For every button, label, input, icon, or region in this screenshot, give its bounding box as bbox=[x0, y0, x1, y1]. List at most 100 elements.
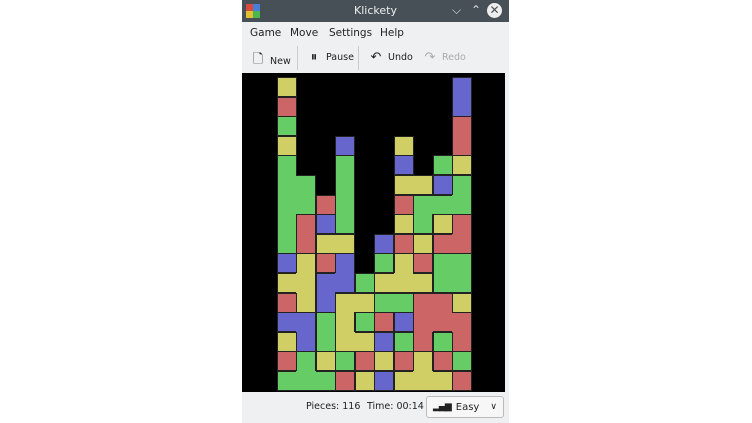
difficulty-select[interactable]: ▂▄▆ Easy ∨ bbox=[426, 396, 504, 418]
new-button[interactable]: 🗋 New bbox=[251, 50, 291, 72]
piece-red[interactable] bbox=[432, 233, 453, 254]
piece-blue[interactable] bbox=[296, 331, 317, 352]
piece-green[interactable] bbox=[432, 331, 453, 352]
piece-green[interactable] bbox=[452, 351, 472, 372]
piece-yellow[interactable] bbox=[413, 175, 434, 196]
piece-green[interactable] bbox=[432, 273, 453, 294]
piece-red[interactable] bbox=[393, 351, 414, 372]
piece-red[interactable] bbox=[393, 194, 414, 215]
piece-red[interactable] bbox=[393, 233, 414, 254]
piece-red[interactable] bbox=[452, 214, 472, 235]
piece-yellow[interactable] bbox=[296, 292, 317, 313]
piece-blue[interactable] bbox=[452, 77, 472, 98]
piece-green[interactable] bbox=[335, 175, 356, 196]
piece-green[interactable] bbox=[335, 214, 356, 235]
piece-green[interactable] bbox=[374, 253, 395, 274]
minimize-icon[interactable]: ⌵ bbox=[452, 3, 462, 17]
piece-red[interactable] bbox=[413, 253, 434, 274]
piece-red[interactable] bbox=[335, 371, 356, 392]
piece-red[interactable] bbox=[296, 214, 317, 235]
piece-red[interactable] bbox=[432, 292, 453, 313]
piece-yellow[interactable] bbox=[374, 351, 395, 372]
piece-blue[interactable] bbox=[315, 214, 336, 235]
piece-yellow[interactable] bbox=[315, 233, 336, 254]
piece-green[interactable] bbox=[354, 312, 375, 333]
piece-yellow[interactable] bbox=[315, 351, 336, 372]
maximize-icon[interactable]: ⌃ bbox=[471, 3, 482, 17]
piece-green[interactable] bbox=[315, 371, 336, 392]
piece-yellow[interactable] bbox=[296, 273, 317, 294]
piece-red[interactable] bbox=[315, 194, 336, 215]
piece-yellow[interactable] bbox=[413, 233, 434, 254]
piece-red[interactable] bbox=[452, 233, 472, 254]
piece-green[interactable] bbox=[374, 292, 395, 313]
piece-red[interactable] bbox=[296, 233, 317, 254]
piece-yellow[interactable] bbox=[432, 371, 453, 392]
piece-yellow[interactable] bbox=[374, 273, 395, 294]
piece-green[interactable] bbox=[277, 194, 297, 215]
piece-green[interactable] bbox=[452, 194, 472, 215]
piece-red[interactable] bbox=[452, 312, 472, 333]
piece-red[interactable] bbox=[315, 253, 336, 274]
piece-green[interactable] bbox=[296, 194, 317, 215]
piece-blue[interactable] bbox=[374, 371, 395, 392]
piece-blue[interactable] bbox=[393, 312, 414, 333]
piece-green[interactable] bbox=[452, 253, 472, 274]
piece-green[interactable] bbox=[296, 371, 317, 392]
piece-blue[interactable] bbox=[374, 233, 395, 254]
piece-green[interactable] bbox=[452, 175, 472, 196]
menu-move[interactable]: Move bbox=[290, 27, 319, 39]
close-icon[interactable]: ✕ bbox=[487, 3, 502, 18]
piece-green[interactable] bbox=[354, 273, 375, 294]
pause-button[interactable]: ⏸ Pause bbox=[307, 50, 354, 65]
piece-red[interactable] bbox=[452, 135, 472, 156]
piece-yellow[interactable] bbox=[354, 292, 375, 313]
piece-red[interactable] bbox=[413, 331, 434, 352]
piece-yellow[interactable] bbox=[277, 273, 297, 294]
piece-green[interactable] bbox=[315, 331, 336, 352]
piece-red[interactable] bbox=[432, 351, 453, 372]
piece-yellow[interactable] bbox=[393, 214, 414, 235]
piece-yellow[interactable] bbox=[452, 155, 472, 176]
piece-blue[interactable] bbox=[393, 155, 414, 176]
piece-green[interactable] bbox=[277, 371, 297, 392]
menu-settings[interactable]: Settings bbox=[329, 27, 373, 39]
piece-yellow[interactable] bbox=[354, 371, 375, 392]
piece-yellow[interactable] bbox=[413, 371, 434, 392]
piece-red[interactable] bbox=[413, 312, 434, 333]
piece-blue[interactable] bbox=[335, 273, 356, 294]
piece-yellow[interactable] bbox=[277, 135, 297, 156]
piece-yellow[interactable] bbox=[393, 253, 414, 274]
piece-green[interactable] bbox=[277, 233, 297, 254]
piece-blue[interactable] bbox=[277, 312, 297, 333]
piece-yellow[interactable] bbox=[296, 253, 317, 274]
piece-yellow[interactable] bbox=[335, 312, 356, 333]
piece-yellow[interactable] bbox=[277, 77, 297, 98]
piece-yellow[interactable] bbox=[413, 351, 434, 372]
piece-yellow[interactable] bbox=[393, 175, 414, 196]
piece-yellow[interactable] bbox=[393, 371, 414, 392]
piece-red[interactable] bbox=[452, 116, 472, 137]
piece-red[interactable] bbox=[413, 292, 434, 313]
piece-blue[interactable] bbox=[315, 292, 336, 313]
piece-yellow[interactable] bbox=[393, 135, 414, 156]
piece-yellow[interactable] bbox=[432, 214, 453, 235]
piece-red[interactable] bbox=[277, 96, 297, 117]
piece-green[interactable] bbox=[335, 194, 356, 215]
piece-yellow[interactable] bbox=[354, 331, 375, 352]
piece-green[interactable] bbox=[277, 175, 297, 196]
piece-blue[interactable] bbox=[452, 96, 472, 117]
piece-yellow[interactable] bbox=[277, 331, 297, 352]
piece-red[interactable] bbox=[277, 351, 297, 372]
piece-green[interactable] bbox=[315, 312, 336, 333]
menu-game[interactable]: Game bbox=[250, 27, 282, 39]
piece-green[interactable] bbox=[452, 273, 472, 294]
piece-green[interactable] bbox=[335, 155, 356, 176]
piece-green[interactable] bbox=[335, 351, 356, 372]
piece-yellow[interactable] bbox=[335, 331, 356, 352]
piece-red[interactable] bbox=[432, 312, 453, 333]
piece-green[interactable] bbox=[432, 253, 453, 274]
piece-blue[interactable] bbox=[296, 312, 317, 333]
piece-blue[interactable] bbox=[335, 253, 356, 274]
piece-blue[interactable] bbox=[277, 253, 297, 274]
